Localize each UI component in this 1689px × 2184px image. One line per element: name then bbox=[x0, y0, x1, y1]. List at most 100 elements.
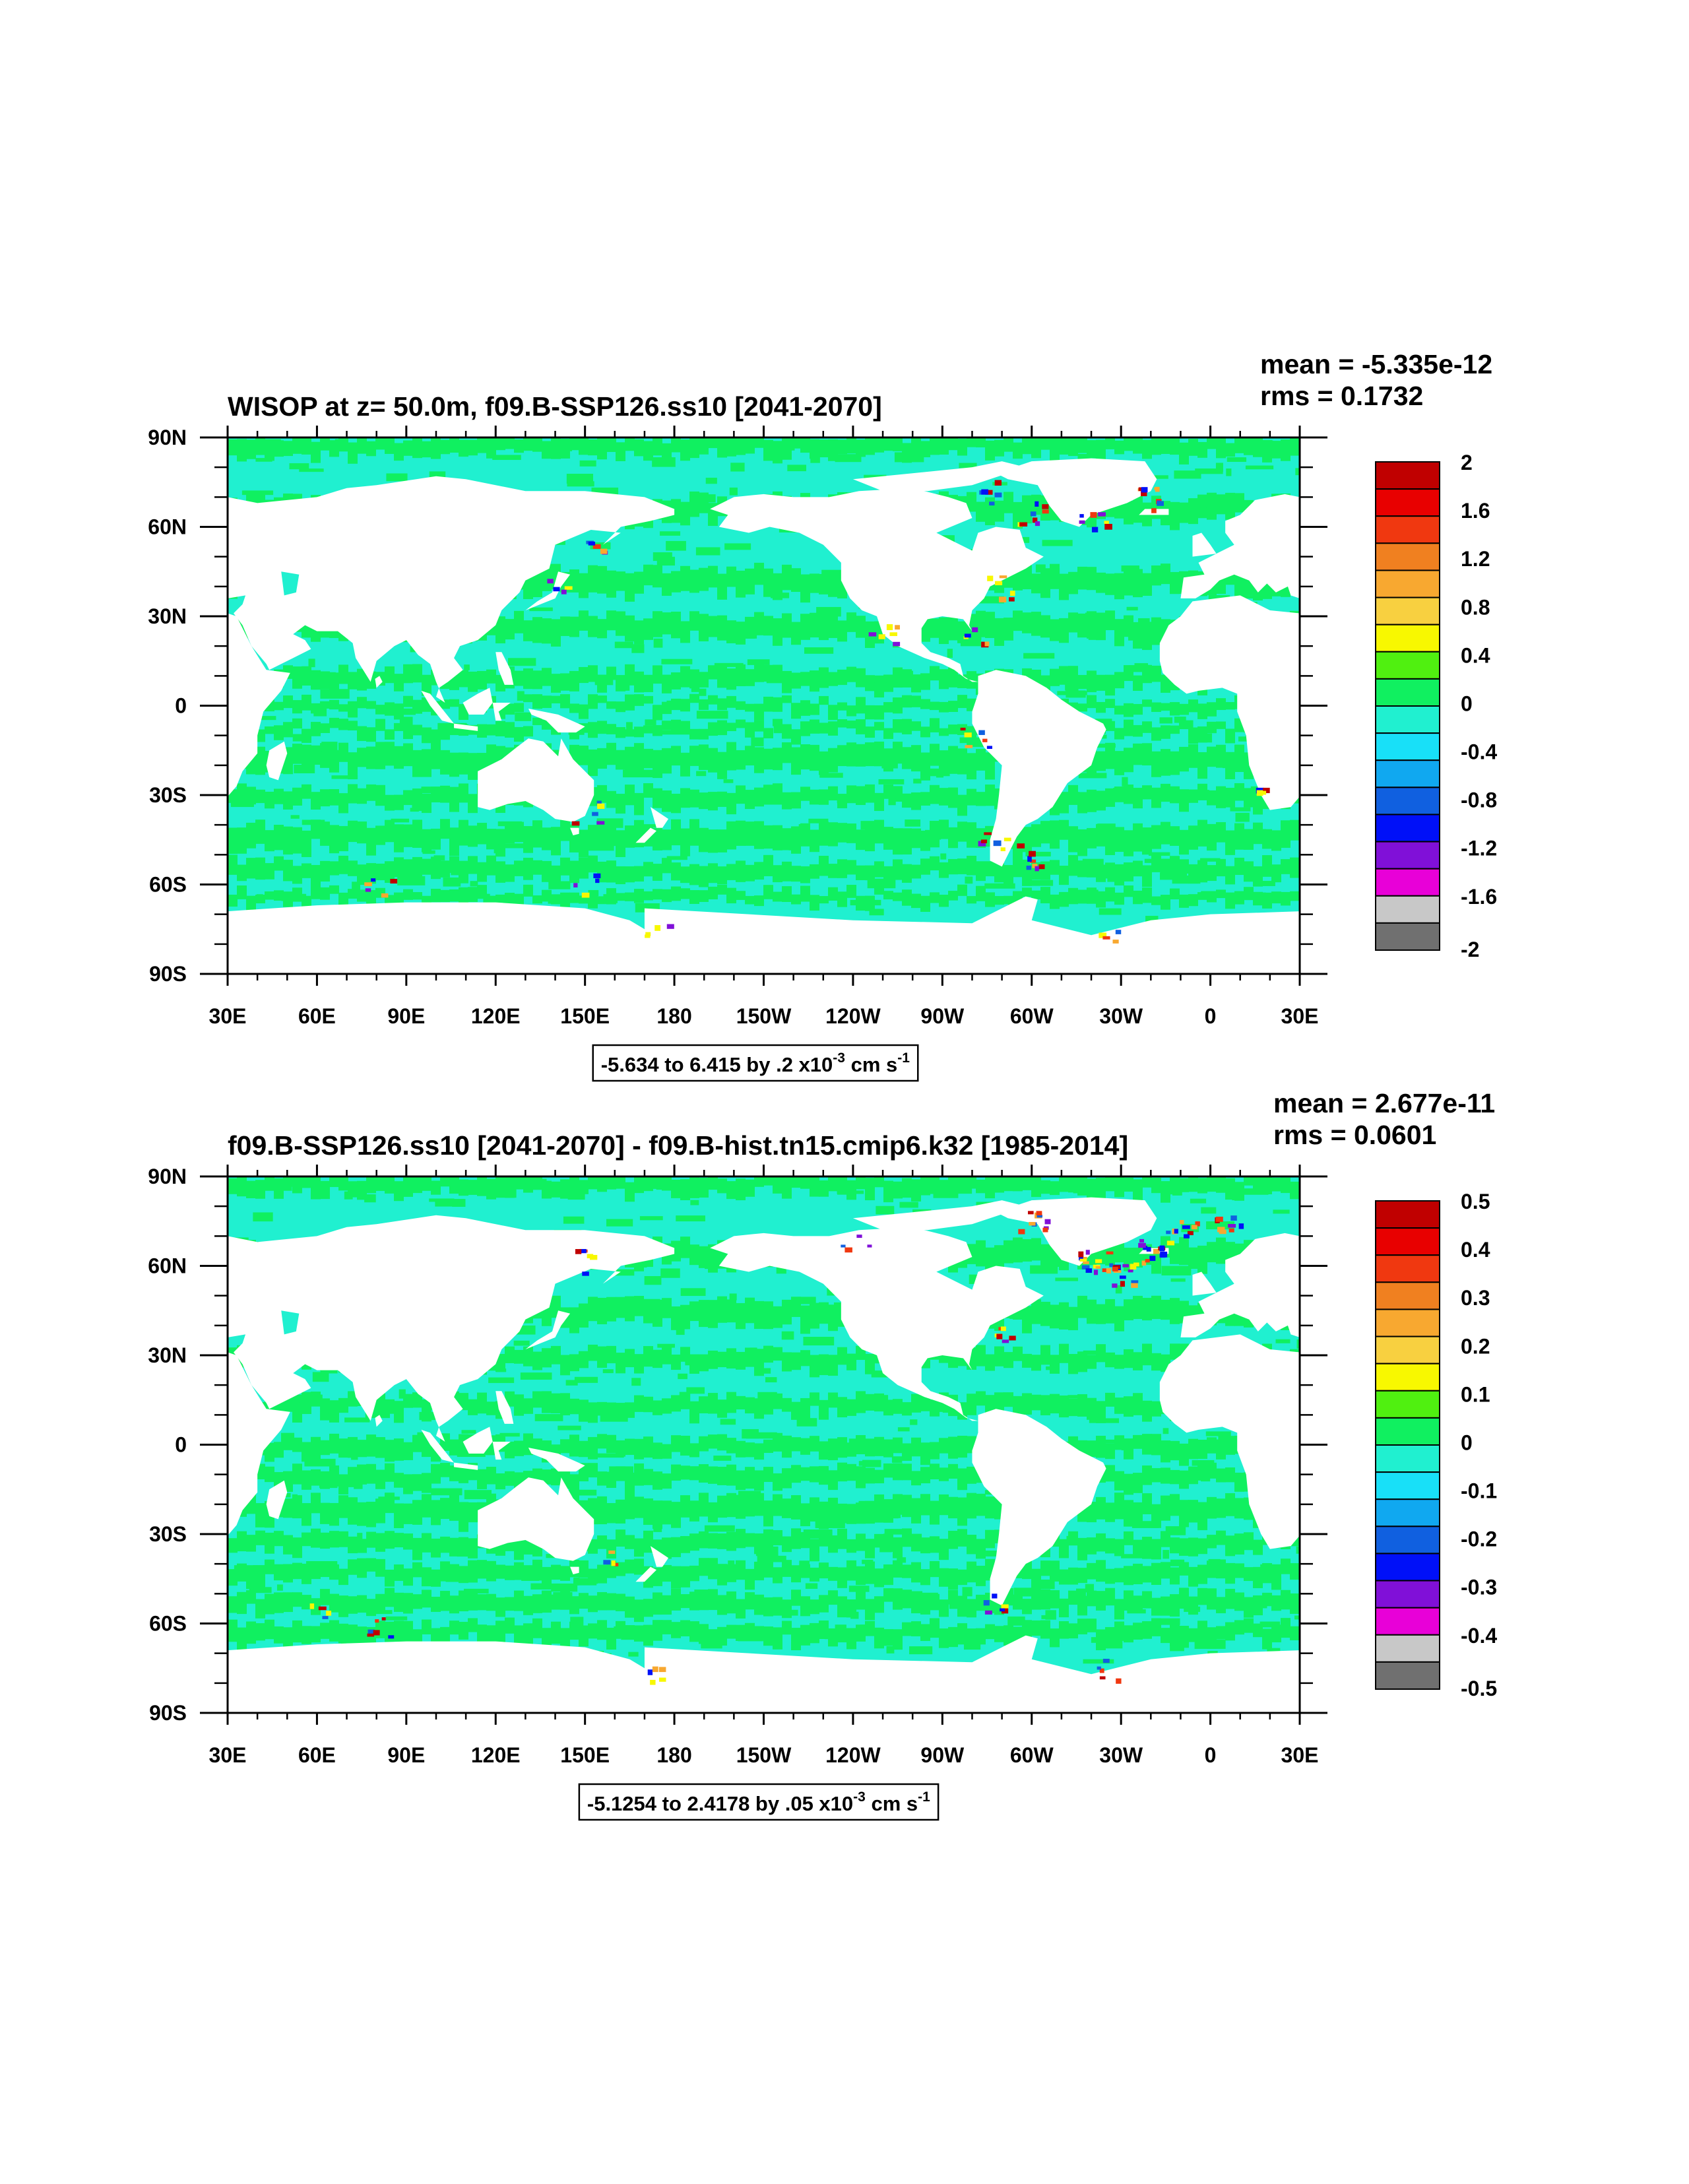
colorbar-label: 0.2 bbox=[1461, 1334, 1490, 1358]
colorbar-label: 0.8 bbox=[1461, 595, 1490, 619]
contour-range-box: -5.1254 to 2.4178 by .05 x10-3 cm s-1 bbox=[578, 1783, 940, 1821]
lon-tick-label: 90W bbox=[920, 1743, 965, 1767]
colorbar-swatch bbox=[1375, 1580, 1440, 1609]
colorbar-swatch bbox=[1375, 461, 1440, 490]
lon-tick-label: 30E bbox=[209, 1743, 247, 1767]
lat-tick-label: 90S bbox=[149, 962, 187, 986]
colorbar-label: -0.8 bbox=[1461, 788, 1497, 812]
colorbar-label: -0.4 bbox=[1461, 1624, 1497, 1648]
colorbar-swatch bbox=[1375, 678, 1440, 707]
lon-tick-label: 90W bbox=[920, 1004, 965, 1028]
colorbar: 0.5 0.4 0.3 0.2 0.1 0 -0.1 -0.2 -0.3 -0.4 -0.5 bbox=[1375, 1190, 1497, 1700]
colorbar-swatch bbox=[1375, 759, 1440, 788]
colorbar-swatch bbox=[1375, 488, 1440, 517]
colorbar-label: 0.4 bbox=[1461, 643, 1490, 667]
colorbar-swatch bbox=[1375, 1526, 1440, 1555]
lon-tick-label: 60E bbox=[298, 1743, 336, 1767]
contour-range-box: -5.634 to 6.415 by .2 x10-3 cm s-1 bbox=[592, 1044, 919, 1082]
colorbar-swatch bbox=[1375, 1553, 1440, 1582]
colorbar-label: -0.3 bbox=[1461, 1576, 1497, 1599]
rms-label: rms = 0.1732 bbox=[1260, 381, 1423, 411]
panel-title: WISOP at z= 50.0m, f09.B-SSP126.ss10 [20… bbox=[228, 391, 882, 422]
colorbar-swatch bbox=[1375, 1200, 1440, 1229]
colorbar-swatch bbox=[1375, 732, 1440, 761]
lat-tick-label: 90N bbox=[148, 1165, 187, 1188]
colorbar-swatch bbox=[1375, 1498, 1440, 1527]
lon-tick-label: 30W bbox=[1099, 1743, 1143, 1767]
lon-tick-label: 150W bbox=[736, 1004, 792, 1028]
lon-tick-label: 60W bbox=[1010, 1743, 1054, 1767]
colorbar-label: 1.6 bbox=[1461, 499, 1490, 523]
colorbar-swatch bbox=[1375, 1363, 1440, 1392]
colorbar-label: -1.2 bbox=[1461, 837, 1497, 860]
lon-tick-label: 120E bbox=[471, 1004, 521, 1028]
lat-tick-label: 60N bbox=[148, 515, 187, 539]
colorbar-swatch bbox=[1375, 569, 1440, 598]
lat-tick-label: 0 bbox=[175, 694, 187, 718]
lat-tick-label: 30S bbox=[149, 1522, 187, 1546]
lon-tick-label: 90E bbox=[387, 1004, 425, 1028]
colorbar: 2 1.6 1.2 0.8 0.4 0 -0.4 -0.8 -1.2 -1.6 -2 bbox=[1375, 451, 1497, 961]
colorbar-swatch bbox=[1375, 1390, 1440, 1419]
lon-tick-label: 150W bbox=[736, 1743, 792, 1767]
colorbar-label: -1.6 bbox=[1461, 885, 1497, 909]
colorbar-swatch bbox=[1375, 515, 1440, 544]
colorbar-label: -0.5 bbox=[1461, 1677, 1497, 1700]
colorbar-swatch bbox=[1375, 624, 1440, 653]
lon-tick-label: 60E bbox=[298, 1004, 336, 1028]
colorbar-swatch bbox=[1375, 868, 1440, 897]
colorbar-swatch bbox=[1375, 1471, 1440, 1500]
lat-tick-label: 30N bbox=[148, 604, 187, 628]
colorbar-swatch bbox=[1375, 542, 1440, 571]
lon-tick-label: 120W bbox=[825, 1743, 881, 1767]
mean-label: mean = -5.335e-12 bbox=[1260, 349, 1492, 379]
colorbar-label: -0.4 bbox=[1461, 740, 1497, 764]
colorbar-label: -2 bbox=[1461, 938, 1479, 961]
lon-tick-label: 90E bbox=[387, 1743, 425, 1767]
lon-tick-label: 180 bbox=[656, 1004, 691, 1028]
map-area bbox=[228, 437, 1300, 974]
lat-tick-label: 30N bbox=[148, 1343, 187, 1367]
lon-tick-label: 30E bbox=[1281, 1743, 1319, 1767]
colorbar-label: -0.2 bbox=[1461, 1527, 1497, 1551]
rms-label: rms = 0.0601 bbox=[1273, 1120, 1436, 1150]
lat-tick-label: 0 bbox=[175, 1433, 187, 1457]
map-panel-1: WISOP at z= 50.0m, f09.B-SSP126.ss10 [20… bbox=[148, 349, 1497, 1082]
colorbar-label: 0.5 bbox=[1461, 1190, 1490, 1213]
colorbar-swatch bbox=[1375, 895, 1440, 924]
colorbar-swatch bbox=[1375, 1607, 1440, 1636]
colorbar-swatch bbox=[1375, 596, 1440, 626]
colorbar-swatch bbox=[1375, 1227, 1440, 1256]
colorbar-swatch bbox=[1375, 705, 1440, 734]
lon-tick-label: 180 bbox=[656, 1743, 691, 1767]
colorbar-swatch bbox=[1375, 787, 1440, 816]
colorbar-swatch bbox=[1375, 922, 1440, 951]
colorbar-swatch bbox=[1375, 1634, 1440, 1663]
colorbar-label: -0.1 bbox=[1461, 1479, 1497, 1503]
lat-tick-label: 60N bbox=[148, 1254, 187, 1278]
map-area bbox=[228, 1176, 1300, 1713]
colorbar-swatch bbox=[1375, 841, 1440, 870]
svg-text:-5.1254 to 2.4178 by .05 x10-3: -5.1254 to 2.4178 by .05 x10-3 cm s-1 bbox=[587, 1789, 930, 1815]
lat-tick-label: 60S bbox=[149, 873, 187, 897]
lat-tick-label: 90S bbox=[149, 1701, 187, 1725]
colorbar-swatch bbox=[1375, 651, 1440, 680]
lon-tick-label: 60W bbox=[1010, 1004, 1054, 1028]
colorbar-swatch bbox=[1375, 1661, 1440, 1690]
map-panel-2: f09.B-SSP126.ss10 [2041-2070] - f09.B-hi… bbox=[148, 1088, 1497, 1821]
colorbar-swatch bbox=[1375, 1417, 1440, 1446]
colorbar-label: 0.1 bbox=[1461, 1382, 1490, 1406]
lon-tick-label: 150E bbox=[560, 1743, 610, 1767]
lat-tick-label: 30S bbox=[149, 783, 187, 807]
colorbar-label: 0.4 bbox=[1461, 1238, 1490, 1262]
land-mask bbox=[228, 458, 1300, 974]
svg-text:-5.634 to 6.415 by .2 x10-3 cm: -5.634 to 6.415 by .2 x10-3 cm s-1 bbox=[601, 1050, 910, 1076]
panel-title: f09.B-SSP126.ss10 [2041-2070] - f09.B-hi… bbox=[228, 1130, 1128, 1161]
lon-tick-label: 0 bbox=[1205, 1743, 1217, 1767]
colorbar-swatch bbox=[1375, 1444, 1440, 1473]
lon-tick-label: 0 bbox=[1205, 1004, 1217, 1028]
colorbar-swatch bbox=[1375, 1281, 1440, 1310]
colorbar-swatch bbox=[1375, 814, 1440, 843]
colorbar-swatch bbox=[1375, 1335, 1440, 1365]
